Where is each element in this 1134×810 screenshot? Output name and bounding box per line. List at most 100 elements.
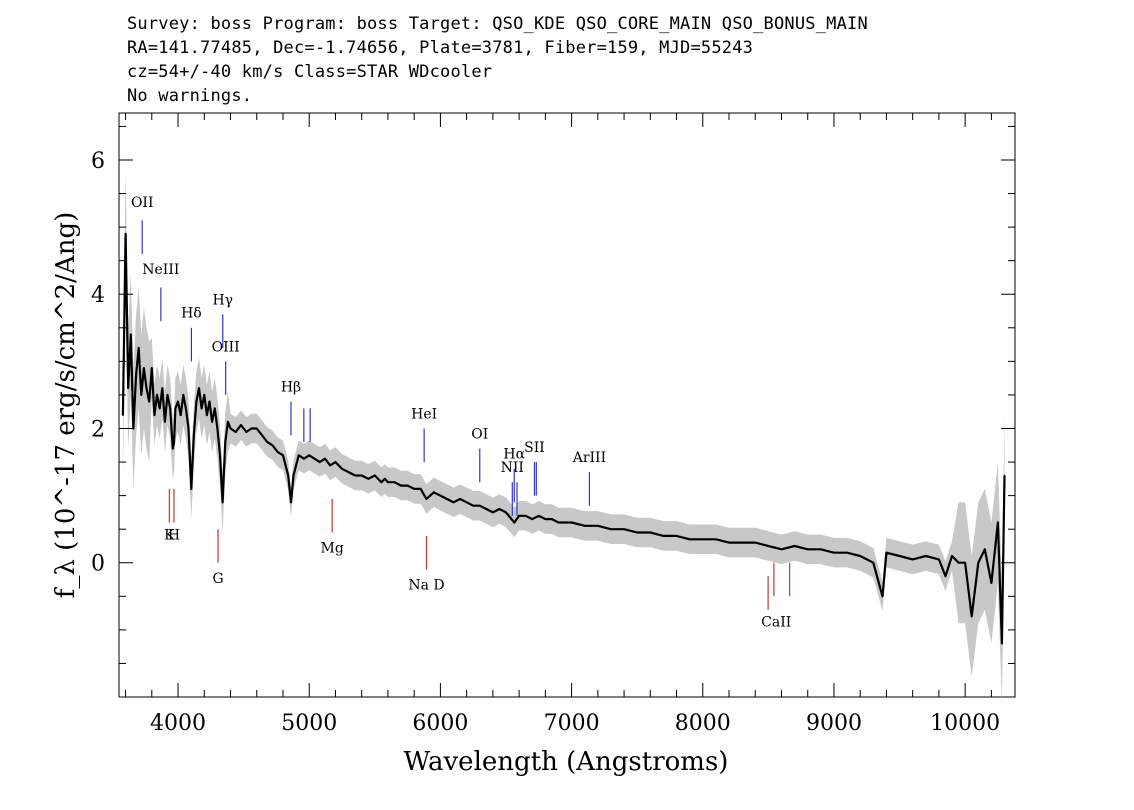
flux-point: [492, 511, 494, 514]
y-tick-label: 0: [91, 552, 105, 577]
flux-point: [688, 538, 691, 541]
flux-point: [135, 374, 137, 376]
x-tick-label: 4000: [150, 711, 206, 736]
header-line-2: RA=141.77485, Dec=-1.74656, Plate=3781, …: [127, 38, 754, 58]
flux-point: [715, 538, 717, 541]
flux-point: [885, 551, 888, 554]
flux-point: [292, 474, 295, 477]
flux-point: [898, 555, 901, 557]
flux-point: [221, 501, 224, 504]
flux-point: [439, 494, 442, 497]
flux-point: [276, 451, 279, 453]
flux-point: [143, 367, 145, 369]
line-marker-label: H: [168, 527, 180, 543]
flux-point: [413, 488, 416, 490]
flux-point: [623, 528, 625, 530]
flux-point: [610, 528, 612, 530]
flux-point: [846, 551, 848, 554]
flux-point: [964, 561, 966, 564]
flux-point: [938, 558, 940, 561]
flux-point: [977, 561, 980, 564]
x-tick-label: 5000: [281, 711, 337, 736]
line-marker-label: Hα: [503, 447, 525, 463]
flux-point: [806, 548, 809, 551]
flux-point: [479, 504, 481, 507]
flux-point: [200, 407, 203, 410]
line-marker-label: SII: [524, 440, 545, 456]
flux-point: [193, 434, 195, 437]
flux-point: [1003, 474, 1006, 477]
y-axis-label: f_λ (10^-17 erg/s/cm^2/Ang): [51, 212, 81, 598]
flux-point: [282, 454, 284, 457]
flux-point: [970, 615, 973, 618]
flux-point: [166, 394, 169, 396]
flux-point: [531, 518, 533, 520]
header-line-3: cz=54+/-40 km/s Class=STAR WDcooler: [127, 62, 493, 82]
flux-point: [433, 491, 435, 494]
flux-point: [538, 515, 540, 517]
flux-point: [505, 511, 507, 514]
flux-point: [145, 387, 148, 390]
flux-point: [172, 447, 174, 450]
flux-point: [290, 501, 292, 504]
flux-point: [675, 535, 678, 537]
line-marker-label: Hβ: [281, 380, 301, 396]
flux-point: [216, 427, 219, 430]
flux-point: [990, 582, 993, 584]
flux-point: [137, 347, 140, 349]
x-tick-label: 10000: [930, 711, 1000, 736]
flux-point: [570, 521, 573, 524]
flux-point: [384, 478, 386, 480]
flux-point: [754, 541, 757, 544]
x-axis-label: Wavelength (Angstroms): [404, 747, 729, 777]
flux-point: [124, 233, 127, 235]
flux-point: [485, 508, 488, 510]
line-marker-label: G: [212, 571, 223, 587]
flux-point: [240, 424, 242, 426]
flux-point: [161, 387, 164, 390]
y-tick-label: 2: [91, 417, 105, 442]
flux-point: [872, 561, 875, 564]
x-tick-label: 6000: [412, 711, 468, 736]
header-line-4: No warnings.: [127, 86, 253, 106]
flux-point: [318, 461, 321, 463]
flux-point: [266, 441, 269, 443]
flux-point: [557, 521, 560, 524]
x-tick-label: 8000: [675, 711, 731, 736]
flux-point: [229, 427, 232, 430]
flux-point: [649, 531, 652, 534]
flux-point: [261, 434, 263, 437]
line-marker-label: NII: [501, 460, 524, 476]
error-band-layer: [122, 173, 1005, 704]
flux-line-layer: [121, 232, 1006, 645]
flux-point: [957, 561, 960, 564]
flux-point: [324, 457, 326, 460]
line-marker-label: K: [164, 527, 175, 543]
flux-point: [250, 427, 253, 430]
flux-point: [148, 400, 150, 403]
line-marker-label: OIII: [212, 339, 240, 355]
plot-frame: [118, 112, 1016, 698]
line-marker-label: Hγ: [212, 292, 233, 308]
line-marker-label: Na D: [408, 578, 444, 594]
flux-point: [313, 457, 316, 460]
flux-point: [728, 541, 730, 544]
line-marker-label: NeIII: [142, 262, 179, 278]
flux-point: [374, 474, 376, 477]
x-tick-label: 7000: [544, 711, 600, 736]
flux-point: [406, 484, 409, 487]
flux-point: [127, 387, 129, 390]
header-line-1: Survey: boss Program: boss Target: QSO_K…: [127, 14, 868, 34]
line-marker-label: HeI: [411, 406, 437, 422]
flux-point: [452, 501, 455, 504]
flux-point: [329, 464, 332, 467]
flux-point: [419, 488, 422, 490]
flux-point: [211, 421, 213, 423]
flux-point: [208, 400, 211, 403]
line-marker-label: Hδ: [181, 306, 202, 322]
flux-point: [158, 407, 161, 410]
flux-point: [498, 508, 501, 510]
flux-point: [400, 484, 402, 487]
flux-point: [597, 525, 599, 527]
